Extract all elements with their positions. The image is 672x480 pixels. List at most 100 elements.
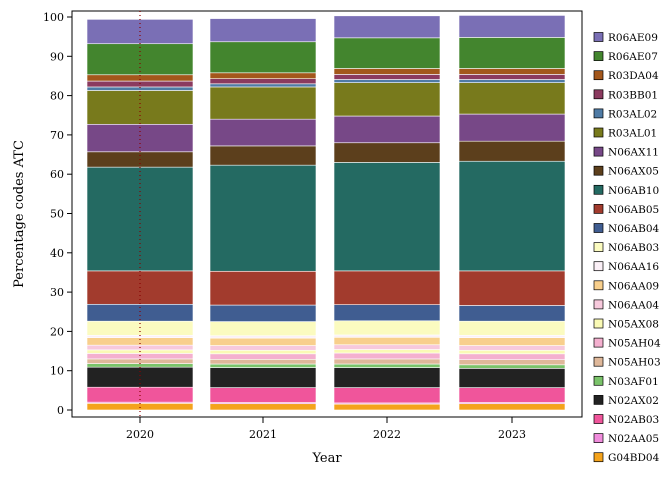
legend-label-R06AE09: R06AE09 — [608, 32, 658, 44]
bar-segment-N06AA04-2022 — [333, 344, 441, 350]
bar-segment-N06AA09-2020 — [86, 337, 194, 346]
bar-segment-N06AA16-2023 — [458, 335, 566, 338]
legend-label-N05AH03: N05AH03 — [608, 357, 661, 369]
bar-segment-N06AB04-2023 — [458, 305, 566, 322]
y-axis-title: Percentage codes ATC — [12, 140, 27, 288]
legend-swatch-N06AA04 — [593, 299, 604, 310]
bar-segment-N05AH04-2022 — [333, 352, 441, 360]
bar-segment-R03BB01-2020 — [86, 80, 194, 88]
bar-segment-N06AX11-2023 — [458, 113, 566, 142]
bar-segment-R03AL02-2022 — [333, 79, 441, 83]
bar-segment-N06AB10-2022 — [333, 162, 441, 272]
bar-segment-N05AH04-2020 — [86, 353, 194, 360]
bar-segment-N06AB04-2022 — [333, 304, 441, 322]
bar-segment-N06AX05-2021 — [209, 145, 317, 166]
bar-segment-N06AB05-2021 — [209, 270, 317, 306]
legend-label-N06AB03: N06AB03 — [608, 242, 659, 254]
bar-segment-N03AF01-2023 — [458, 364, 566, 369]
bar-segment-R06AE07-2021 — [209, 41, 317, 74]
bar-segment-R03DA04-2021 — [209, 72, 317, 80]
bar-segment-N05AH03-2021 — [209, 359, 317, 365]
legend-swatch-G04BD04 — [593, 452, 604, 463]
bar-segment-R03AL01-2022 — [333, 82, 441, 117]
bar-segment-R06AE07-2022 — [333, 37, 441, 69]
bar-segment-N06AA16-2021 — [209, 335, 317, 339]
legend-swatch-R03DA04 — [593, 70, 604, 81]
legend-swatch-N06AB05 — [593, 204, 604, 214]
bar-segment-N03AF01-2021 — [209, 363, 317, 368]
bar-segment-N06AB04-2020 — [86, 303, 194, 322]
bar-segment-R06AE09-2022 — [333, 15, 441, 39]
legend-label-N06AA04: N06AA04 — [608, 299, 659, 311]
bar-segment-N05AH03-2023 — [458, 359, 566, 366]
legend-swatch-N02AB03 — [593, 414, 604, 424]
legend-swatch-N05AH03 — [593, 356, 604, 367]
legend-swatch-N05AH04 — [593, 337, 604, 348]
legend-swatch-N06AA09 — [593, 280, 604, 291]
bar-segment-N06AX11-2021 — [209, 118, 317, 147]
legend-swatch-R03AL01 — [593, 127, 604, 138]
legend-swatch-R03BB01 — [593, 89, 604, 100]
bar-segment-N02AB03-2022 — [333, 387, 441, 404]
bar-segment-N06AB05-2022 — [333, 270, 441, 305]
bar-segment-N06AB10-2021 — [209, 164, 317, 272]
bar-segment-N02AX02-2021 — [209, 367, 317, 388]
legend-label-G04BD04: G04BD04 — [608, 452, 660, 464]
bar-segment-G04BD04-2020 — [86, 403, 194, 411]
legend-label-N06AX11: N06AX11 — [608, 147, 659, 159]
legend: R06AE09 R06AE07 R03DA04 R03BB01 R03AL02 R03AL… — [593, 32, 661, 464]
bar-segment-N05AX08-2022 — [333, 349, 441, 354]
bar-segment-N06AX05-2022 — [333, 142, 441, 163]
legend-label-R06AE07: R06AE07 — [608, 51, 658, 63]
legend-label-N03AF01: N03AF01 — [608, 376, 659, 388]
legend-label-R03DA04: R03DA04 — [608, 70, 659, 82]
bar-segment-N02AX02-2023 — [458, 368, 566, 388]
legend-label-N06AA09: N06AA09 — [608, 280, 659, 292]
bar-segment-N05AH03-2022 — [333, 358, 441, 365]
y-tick-label-40: 40 — [50, 247, 64, 260]
bar-segment-G04BD04-2023 — [458, 403, 566, 411]
legend-label-N06AA16: N06AA16 — [608, 261, 659, 273]
bar-segment-N02AX02-2020 — [86, 366, 194, 388]
legend-swatch-N06AX11 — [593, 146, 604, 157]
bar-segment-N06AB03-2021 — [209, 321, 317, 337]
bar-segment-N05AH04-2021 — [209, 353, 317, 360]
bar-segment-N06AA09-2021 — [209, 337, 317, 346]
legend-label-N02AB03: N02AB03 — [608, 414, 659, 426]
bar-segment-N06AB03-2023 — [458, 320, 566, 336]
bar-segment-R03AL02-2021 — [209, 83, 317, 88]
legend-label-N06AB10: N06AB10 — [608, 185, 659, 197]
legend-label-N06AB05: N06AB05 — [608, 204, 659, 216]
bar-segment-R03AL02-2023 — [458, 79, 566, 83]
y-tick-label-100: 100 — [43, 11, 64, 24]
bar-segment-N05AX08-2023 — [458, 349, 566, 355]
x-tick-label-2021: 2021 — [249, 428, 277, 441]
x-axis-title: Year — [311, 451, 342, 466]
legend-swatch-N02AX02 — [593, 395, 604, 405]
bar-segment-R06AE09-2021 — [209, 18, 317, 43]
bar-segment-R03BB01-2021 — [209, 78, 317, 85]
legend-label-R03AL02: R03AL02 — [608, 108, 657, 120]
legend-label-R03BB01: R03BB01 — [608, 89, 658, 101]
legend-swatch-N03AF01 — [593, 375, 604, 386]
bar-segment-N06AA09-2023 — [458, 337, 566, 346]
y-tick-label-90: 90 — [50, 50, 64, 63]
y-tick-label-50: 50 — [50, 208, 64, 221]
bar-segment-R06AE07-2023 — [458, 37, 566, 69]
bar-segment-N02AX02-2022 — [333, 367, 441, 388]
bar-segment-R06AE09-2023 — [458, 15, 566, 38]
bar-segment-N06AB04-2021 — [209, 304, 317, 322]
bar-segment-N06AB10-2023 — [458, 160, 566, 272]
bar-segment-R03AL01-2020 — [86, 90, 194, 125]
legend-label-N06AB04: N06AB04 — [608, 223, 660, 235]
bar-segment-N06AA16-2022 — [333, 334, 441, 338]
bar-segment-R03BB01-2022 — [333, 74, 441, 80]
legend-swatch-R06AE07 — [593, 51, 604, 61]
legend-label-N05AH04: N05AH04 — [608, 338, 661, 350]
bar-segment-N06AB03-2022 — [333, 320, 441, 336]
bar-segment-N06AA09-2022 — [333, 336, 441, 346]
y-axis: 0 10 20 30 40 50 60 70 80 90 100 — [43, 11, 72, 417]
y-tick-label-80: 80 — [50, 90, 64, 103]
legend-swatch-N06AB03 — [593, 242, 604, 252]
